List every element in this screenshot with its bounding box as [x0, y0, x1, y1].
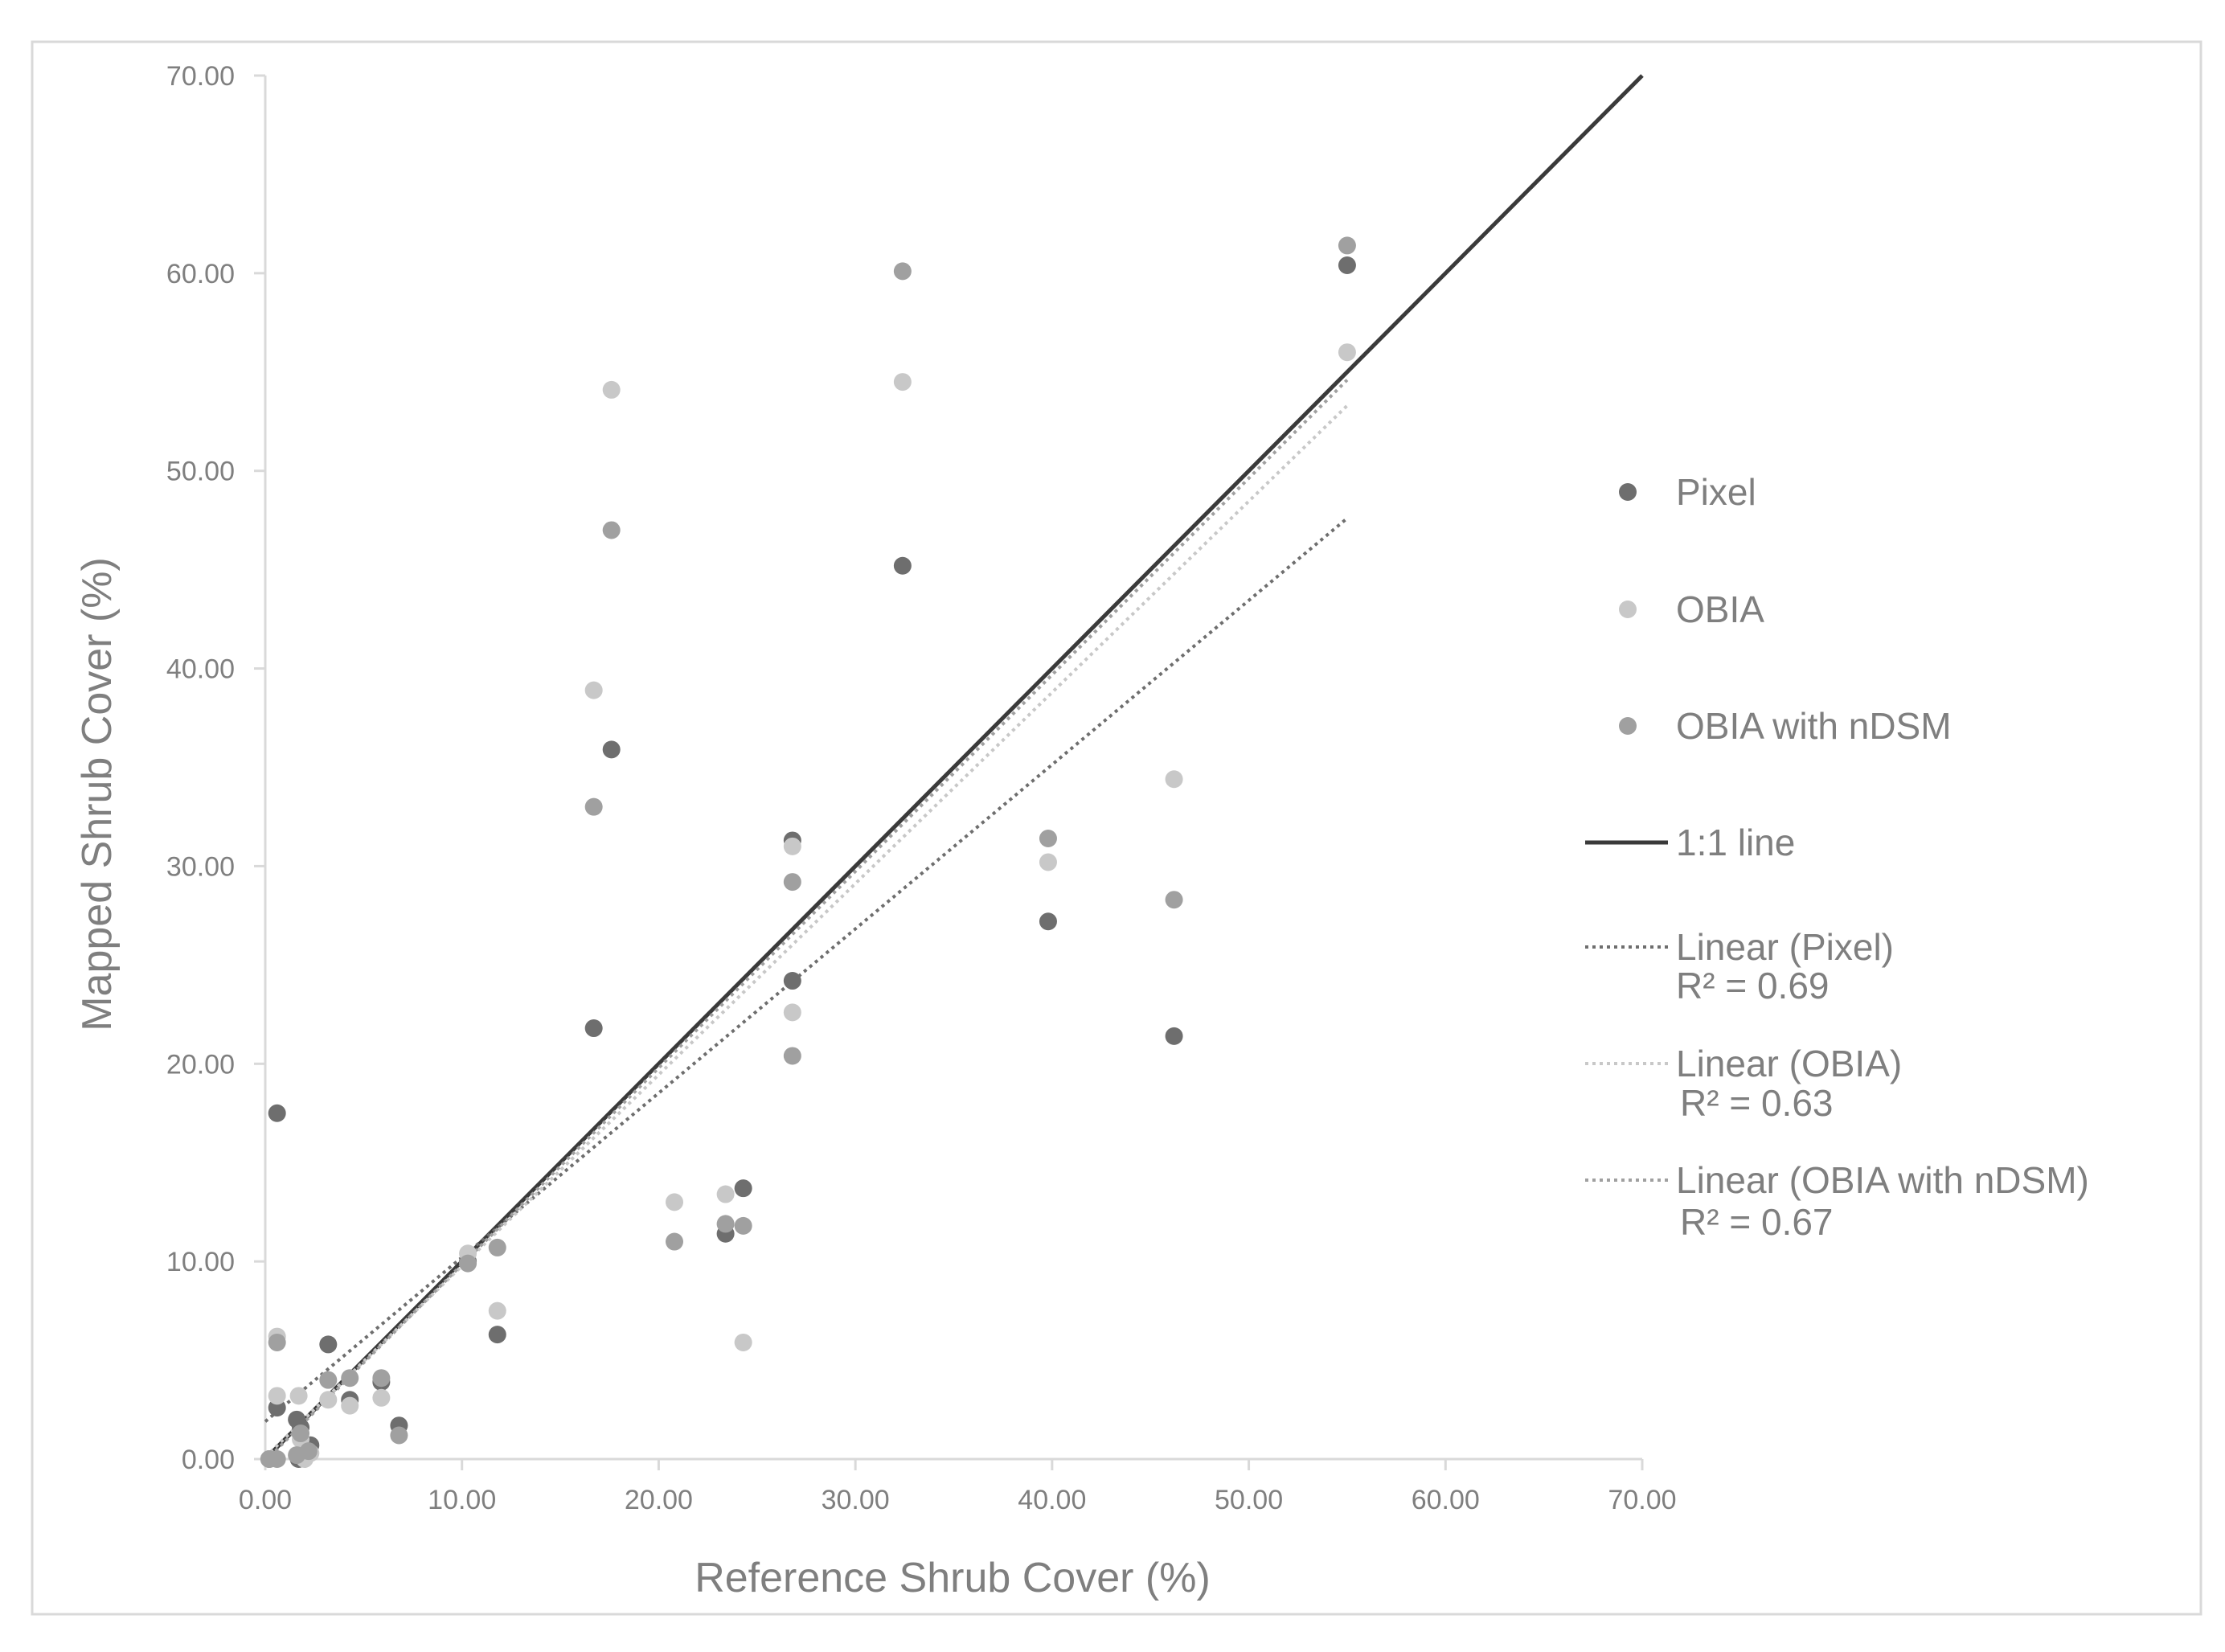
y-tick-label: 30.00 [166, 851, 235, 882]
obia-point [783, 837, 801, 855]
y-tick-label: 60.00 [166, 259, 235, 289]
axes: 0.00 10.00 20.00 30.00 40.00 50.00 60.00 70.00 0… [166, 61, 1677, 1515]
pixel-point [319, 1335, 338, 1354]
legend-r2-linear-obia-with-ndsm: R² = 0.67 [1680, 1201, 1834, 1243]
pixel-point [783, 972, 801, 990]
obia-with-ndsm-point [716, 1215, 735, 1233]
y-tick-label: 40.00 [166, 654, 235, 685]
x-axis-title: Reference Shrub Cover (%) [695, 1555, 1211, 1601]
obia-point [488, 1302, 506, 1320]
legend-label-pixel: Pixel [1676, 471, 1756, 513]
obia-with-ndsm-point [372, 1369, 391, 1388]
x-tick-label: 20.00 [625, 1485, 693, 1515]
x-tick-label: 30.00 [822, 1485, 890, 1515]
1-1-line-line [264, 74, 1644, 1461]
x-tick-label: 70.00 [1608, 1485, 1676, 1515]
obia-point [783, 1003, 801, 1022]
legend-marker-obia [1619, 601, 1637, 618]
obia-point [289, 1387, 308, 1405]
pixel-point [584, 1019, 603, 1038]
trendlines [264, 74, 1644, 1462]
obia-point [341, 1396, 359, 1415]
legend-label-obia: OBIA [1676, 588, 1764, 630]
obia-with-ndsm-point [390, 1426, 408, 1445]
y-axis-title: Mapped Shrub Cover (%) [74, 557, 121, 1031]
pixel-point [734, 1179, 752, 1198]
obia-point [666, 1193, 684, 1211]
obia-point [1165, 770, 1183, 789]
obia-point [602, 380, 621, 399]
x-tick-label: 60.00 [1412, 1485, 1480, 1515]
y-tick-label: 0.00 [182, 1445, 235, 1475]
obia-point [372, 1388, 391, 1407]
pixel-point [1338, 256, 1356, 275]
obia-point [734, 1333, 752, 1351]
data-points [260, 236, 1356, 1468]
obia-with-ndsm-point [268, 1450, 286, 1468]
obia-with-ndsm-point [488, 1238, 506, 1256]
obia-with-ndsm-point [783, 873, 801, 892]
linear-obia-line [264, 404, 1349, 1458]
obia-with-ndsm-point [584, 797, 603, 816]
legend-label-linear-obia: Linear (OBIA) [1676, 1043, 1902, 1084]
obia-with-ndsm-point [292, 1424, 310, 1443]
obia-with-ndsm-point [734, 1216, 752, 1235]
y-tick-label: 20.00 [166, 1049, 235, 1080]
y-tick-label: 10.00 [166, 1247, 235, 1277]
legend-marker-obia-with-ndsm [1619, 717, 1637, 735]
pixel-point [1165, 1027, 1183, 1045]
x-tick-label: 0.00 [239, 1485, 292, 1515]
pixel-point [602, 740, 621, 759]
obia-with-ndsm-point [459, 1254, 477, 1273]
x-tick-label: 40.00 [1018, 1485, 1086, 1515]
obia-with-ndsm-point [666, 1232, 684, 1251]
obia-point [893, 373, 912, 391]
obia-with-ndsm-point [602, 521, 621, 539]
legend-r2-linear-obia: R² = 0.63 [1680, 1082, 1834, 1124]
chart-border [31, 40, 2202, 1616]
obia-point [319, 1391, 338, 1409]
obia-with-ndsm-point [299, 1442, 318, 1461]
legend-label-linear-obia-with-ndsm: Linear (OBIA with nDSM) [1676, 1159, 2089, 1201]
obia-point [716, 1185, 735, 1203]
legend-label-obia-with-ndsm: OBIA with nDSM [1676, 705, 1952, 747]
obia-with-ndsm-point [268, 1333, 286, 1351]
linear-obia-with-ndsm-line [264, 379, 1349, 1462]
pixel-point [893, 556, 912, 575]
obia-with-ndsm-point [893, 262, 912, 281]
obia-point [1039, 853, 1057, 871]
legend-label-1-1-line: 1:1 line [1676, 822, 1795, 863]
legend-label-linear-pixel: Linear (Pixel) [1676, 926, 1894, 968]
legend-marker-pixel [1619, 483, 1637, 501]
x-tick-label: 10.00 [428, 1485, 496, 1515]
obia-with-ndsm-point [783, 1047, 801, 1065]
y-tick-label: 70.00 [166, 61, 235, 92]
legend: Pixel OBIA OBIA with nDSM 1:1 line Linear (P… [1585, 471, 2089, 1243]
legend-r2-linear-pixel: R² = 0.69 [1676, 965, 1830, 1006]
obia-point [268, 1387, 286, 1405]
x-tick-label: 50.00 [1215, 1485, 1283, 1515]
pixel-point [488, 1326, 506, 1344]
y-tick-label: 50.00 [166, 457, 235, 487]
obia-with-ndsm-point [319, 1371, 338, 1389]
pixel-point [268, 1104, 286, 1122]
obia-point [1338, 343, 1356, 362]
obia-point [584, 681, 603, 699]
pixel-point [1039, 912, 1057, 931]
linear-pixel-line [264, 517, 1349, 1423]
obia-with-ndsm-point [1039, 830, 1057, 848]
obia-with-ndsm-point [341, 1369, 359, 1388]
obia-with-ndsm-point [1338, 236, 1356, 255]
obia-with-ndsm-point [1165, 891, 1183, 909]
